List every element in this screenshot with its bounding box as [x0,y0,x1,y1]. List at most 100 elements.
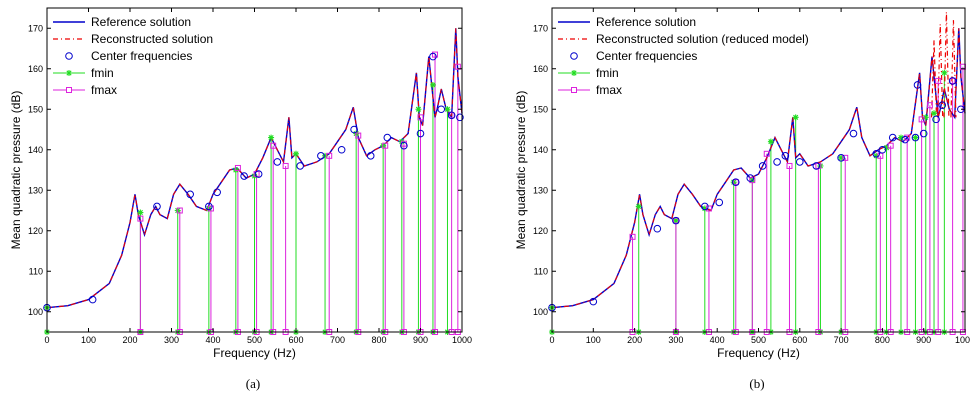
center-frequency-marker [337,145,346,154]
fmax-marker [935,77,942,84]
center-frequency-marker [589,297,598,306]
y-tick-label: 140 [28,145,43,155]
center-frequency-marker [240,172,248,180]
fmin-marker [792,114,799,121]
fmax-marker [355,132,362,139]
fmin-marker [749,177,756,184]
x-tick-label: 800 [875,335,890,345]
legend-label: fmin [596,66,619,80]
center-frequency-marker [932,115,940,124]
reconstructed-solution-line [46,28,463,309]
center-frequency-marker [366,152,375,160]
center-frequency-marker [913,81,922,89]
legend-label: fmax [596,83,622,97]
reconstructed-spike [943,12,950,118]
chart-panel-2 [548,7,966,335]
y-tick-label: 170 [28,23,43,33]
fmax-marker [763,150,770,157]
center-frequency-marker [731,178,740,186]
center-frequency-marker [837,154,845,162]
fmax-marker [732,179,739,186]
fmax-marker [326,152,333,159]
legend-swatch-fmax-marker [571,87,577,93]
fmin-marker [941,69,948,76]
reconstructed-spike [950,20,957,118]
center-frequency-marker [701,202,709,211]
fmax-marker [918,116,925,123]
legend-label: Reconstructed solution (reduced model) [596,32,809,46]
center-frequency-marker [901,135,909,144]
center-frequency-marker [153,202,161,211]
x-tick-label: 0 [549,335,554,345]
center-frequency-marker [213,188,221,197]
center-frequency-marker [911,133,920,142]
panel-caption: (b) [749,376,764,391]
x-tick-label: 700 [834,335,849,345]
x-tick-label: 100 [81,335,96,345]
center-frequency-marker [715,198,724,207]
y-tick-label: 100 [533,307,548,317]
center-frequency-marker [383,133,392,142]
center-frequency-marker [672,216,680,225]
x-tick-label: 600 [792,335,807,345]
y-tick-label: 160 [533,64,548,74]
fmax-marker [270,142,277,149]
fmax-marker [749,177,756,184]
x-tick-label: 400 [205,335,220,345]
center-frequency-marker [273,158,282,166]
fmax-marker [705,205,712,212]
x-tick-label: 600 [288,335,303,345]
fmax-marker [282,162,289,169]
fmax-marker [448,112,455,119]
center-frequency-marker [849,129,858,138]
fmax-marker [432,51,439,58]
reconstructed-solution-line [551,28,966,309]
legend-swatch-fmax-marker [66,87,72,93]
panel-caption: (a) [246,376,260,391]
center-frequency-marker [746,174,755,182]
center-frequency-marker [400,141,408,150]
fmin-marker [922,114,929,121]
legend-label: Reference solution [91,15,191,29]
y-tick-label: 170 [533,23,548,33]
fmax-marker [672,217,679,224]
legend-swatch-fmin-marker [66,70,72,76]
fmin-marker [838,154,845,161]
legend-label: Center frequencies [91,49,192,63]
center-frequency-marker [317,152,325,160]
x-tick-label: 1000 [452,335,472,345]
center-frequency-marker [948,77,957,85]
fmin-marker [429,81,436,88]
center-frequency-marker [186,190,194,199]
fmin-marker [293,150,299,157]
y-tick-label: 130 [28,185,43,195]
fmin-marker [873,152,880,159]
legend-label: Reference solution [596,15,696,29]
y-tick-label: 160 [28,64,43,74]
y-tick-label: 140 [533,145,548,155]
fmax-marker [454,63,461,70]
y-tick-label: 150 [28,104,43,114]
y-tick-label: 130 [533,185,548,195]
center-frequency-marker [919,129,928,138]
x-tick-label: 200 [627,335,642,345]
x-tick-label: 400 [710,335,725,345]
y-tick-label: 120 [533,226,548,236]
center-frequency-marker [88,295,97,304]
fmax-marker [629,233,636,240]
fmax-marker [786,162,793,169]
center-frequency-marker [758,162,767,170]
x-tick-label: 900 [413,335,428,345]
center-frequency-marker [812,162,821,170]
center-frequency-marker [878,145,887,154]
center-frequency-marker [796,158,804,166]
y-tick-label: 110 [29,266,43,276]
center-frequency-marker [296,162,304,170]
x-tick-label: 800 [371,335,386,345]
fmax-marker [137,215,144,222]
chart-panel-1 [43,7,464,335]
reconstructed-spike [937,24,944,118]
center-frequency-marker [429,52,437,61]
fmax-marker [842,154,849,161]
center-frequency-marker [653,224,662,233]
